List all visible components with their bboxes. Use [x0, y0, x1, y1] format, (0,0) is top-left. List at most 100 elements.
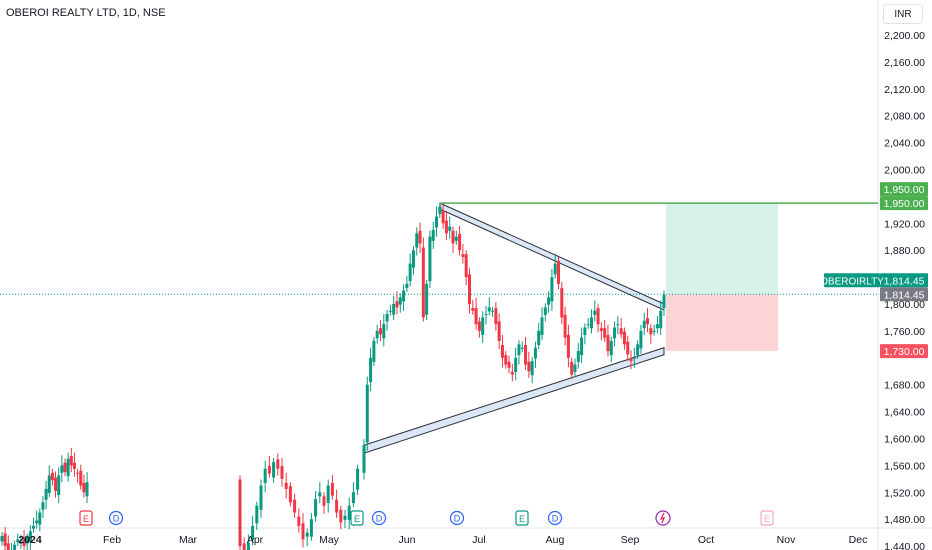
candle-body	[467, 274, 471, 304]
earnings-icon[interactable]	[350, 510, 364, 526]
candle-body	[484, 314, 488, 316]
candle-body	[47, 475, 51, 493]
earnings-icon[interactable]	[515, 510, 529, 526]
levels[interactable]	[0, 202, 878, 295]
earnings-icon-letter: E	[519, 514, 525, 524]
time-tick-label: Nov	[777, 534, 796, 546]
candle-body	[343, 515, 347, 520]
candle-body	[589, 317, 593, 329]
candle-body	[60, 465, 64, 473]
earnings-icon-letter: E	[764, 514, 770, 524]
time-tick-label: Jul	[472, 534, 485, 546]
earnings-icon-letter: E	[354, 514, 360, 524]
dividend-event-icon[interactable]: D	[108, 510, 124, 526]
price-axis[interactable]: 2,200.00 2,160.00 2,120.00 2,080.00 2,040.00…	[884, 30, 925, 550]
last-price-label: 1,814.45	[880, 273, 928, 288]
candle-body	[560, 287, 564, 318]
price-tick-label: 2,120.00	[884, 84, 925, 96]
candle-body	[639, 330, 643, 349]
candle-body	[356, 468, 360, 490]
candle-body	[510, 371, 514, 375]
earnings-event-icon[interactable]: E	[515, 510, 529, 526]
chart-title: OBEROI REALTY LTD, 1D, NSE	[6, 7, 166, 19]
earnings-event-icon[interactable]: E	[350, 510, 364, 526]
price-tick-label: 1,640.00	[884, 407, 925, 419]
triangle-pattern[interactable]	[363, 202, 665, 454]
candle-body	[487, 307, 491, 312]
last-price-label-bg	[880, 273, 928, 288]
candle-body	[259, 485, 263, 510]
earnings-icon[interactable]	[79, 510, 93, 526]
target-price-label-bg	[880, 196, 928, 211]
candle-body	[576, 351, 580, 362]
candle-body	[255, 505, 259, 524]
candle-body	[435, 216, 439, 228]
candle-body	[63, 462, 67, 473]
candle-body	[458, 234, 462, 251]
candle-body	[642, 320, 646, 329]
candle-body	[362, 445, 366, 473]
dividend-icon[interactable]	[371, 510, 387, 526]
candle-body	[284, 482, 288, 489]
last-price-gray-label: 1,814.45	[880, 287, 928, 302]
dividend-event-icon[interactable]: D	[547, 510, 563, 526]
price-tick-label: 2,200.00	[884, 30, 925, 42]
candle-body	[50, 472, 54, 481]
candle-body	[246, 542, 250, 550]
candle-body	[497, 321, 501, 341]
candle-body	[3, 533, 7, 547]
time-tick-label: Jun	[399, 534, 416, 546]
dividend-event-icon[interactable]: D	[371, 510, 387, 526]
candles	[0, 202, 666, 550]
earnings-icon[interactable]	[760, 510, 774, 526]
candle-body	[540, 317, 544, 335]
candle-body	[655, 324, 659, 329]
split-event-icon[interactable]	[655, 510, 671, 526]
dividend-icon[interactable]	[449, 510, 465, 526]
dividend-event-icon[interactable]: D	[449, 510, 465, 526]
profit-zone[interactable]	[666, 203, 778, 295]
candle-body	[491, 310, 495, 312]
candle-body	[461, 254, 465, 257]
candle-body	[309, 519, 313, 537]
loss-zone[interactable]	[666, 294, 778, 352]
candle-body	[6, 543, 10, 550]
candle-body	[375, 330, 379, 339]
target-price-label-text: 1,950.00	[884, 198, 925, 210]
candle-body	[415, 233, 419, 248]
candle-body	[44, 488, 48, 500]
candle-body	[464, 254, 468, 278]
candle-body	[263, 468, 267, 483]
candle-body	[382, 324, 386, 339]
dividend-icon[interactable]	[547, 510, 563, 526]
candle-body	[632, 357, 636, 359]
candle-body	[69, 455, 73, 466]
dividend-icon[interactable]	[108, 510, 124, 526]
candle-body	[335, 499, 339, 513]
price-tick-label: 1,560.00	[884, 460, 925, 472]
candle-body	[596, 308, 600, 325]
last-price-label-text: 1,814.45	[884, 275, 925, 287]
candle-body	[448, 226, 452, 231]
time-axis[interactable]: 2024 Feb Mar Apr May Jun Jul Aug Sep Oct Nov Dec	[18, 534, 867, 546]
price-tick-label: 1,760.00	[884, 326, 925, 338]
stop-price-label-bg	[880, 344, 928, 359]
candle-body	[619, 328, 623, 335]
earnings-event-icon[interactable]: E	[79, 510, 93, 526]
candle-body	[388, 310, 392, 312]
stop-price-label: 1,730.00	[880, 344, 928, 359]
earnings-future-event-icon[interactable]: E	[760, 510, 774, 526]
candle-body	[293, 499, 297, 513]
candle-body	[85, 482, 89, 497]
candle-body	[405, 283, 409, 288]
candle-body	[365, 384, 369, 443]
candle-body	[385, 314, 389, 322]
candle-body	[471, 308, 475, 311]
candle-body	[57, 475, 61, 495]
candle-body	[547, 297, 551, 305]
currency-button[interactable]: INR	[883, 4, 923, 24]
triangle-lower-band[interactable]	[363, 347, 665, 454]
candle-body	[563, 314, 567, 338]
